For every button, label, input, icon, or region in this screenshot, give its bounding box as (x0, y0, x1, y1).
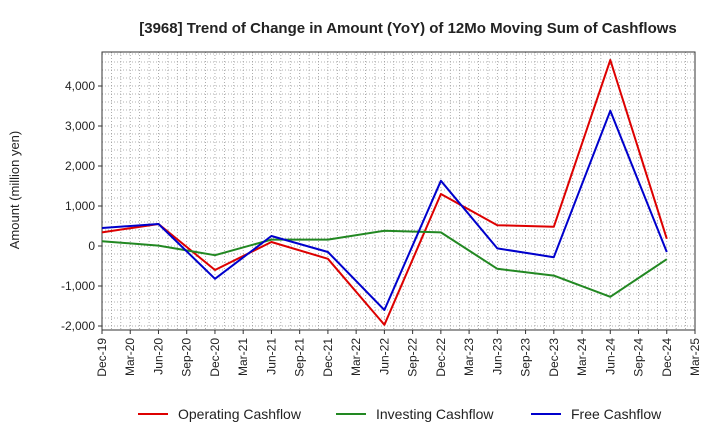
y-tick-label: 1,000 (65, 199, 95, 213)
x-tick-label: Mar-21 (236, 338, 250, 376)
legend-label-0: Operating Cashflow (178, 406, 302, 422)
x-tick-label: Dec-19 (95, 338, 109, 377)
x-tick-label: Mar-24 (575, 338, 589, 376)
legend-label-2: Free Cashflow (571, 406, 662, 422)
x-tick-label: Mar-20 (123, 338, 137, 376)
legend-label-1: Investing Cashflow (376, 406, 494, 422)
x-tick-label: Sep-21 (293, 338, 307, 377)
x-tick-label: Dec-22 (434, 338, 448, 377)
x-tick-label: Dec-20 (208, 338, 222, 377)
x-tick-label: Jun-22 (377, 338, 391, 375)
x-tick-label: Mar-25 (688, 338, 702, 376)
x-tick-label: Sep-22 (406, 338, 420, 377)
series-line-1 (101, 229, 668, 298)
y-tick-label: 2,000 (65, 159, 95, 173)
x-tick-label: Sep-24 (632, 338, 646, 377)
y-tick-label: 0 (88, 239, 95, 253)
x-tick-label: Jun-23 (490, 338, 504, 375)
x-tick-label: Mar-22 (349, 338, 363, 376)
y-tick-label: -2,000 (61, 319, 95, 333)
x-tick-label: Jun-21 (264, 338, 278, 375)
y-tick-label: 3,000 (65, 119, 95, 133)
grid (101, 52, 696, 330)
x-tick-label: Mar-23 (462, 338, 476, 376)
x-tick-label: Sep-20 (180, 338, 194, 377)
x-tick-label: Jun-20 (151, 338, 165, 375)
x-tick-label: Sep-23 (519, 338, 533, 377)
chart-title: [3968] Trend of Change in Amount (YoY) o… (139, 20, 677, 37)
plot-frame (101, 51, 696, 331)
series-line-0 (101, 59, 668, 326)
x-tick-label: Dec-21 (321, 338, 335, 377)
y-tick-label: -1,000 (61, 279, 95, 293)
legend: Operating Cashflow Investing Cashflow Free… (138, 406, 662, 422)
y-axis-label: Amount (million yen) (7, 131, 22, 250)
x-tick-label: Dec-23 (547, 338, 561, 377)
x-tick-label: Dec-24 (660, 338, 674, 377)
y-tick-label: 4,000 (65, 79, 95, 93)
x-tick-label: Jun-24 (603, 338, 617, 375)
series-line-2 (101, 109, 668, 311)
series-lines (101, 59, 668, 326)
axes: -2,000 -1,000 0 1,000 2,000 3,000 4,000 Dec-19 M… (61, 51, 702, 377)
